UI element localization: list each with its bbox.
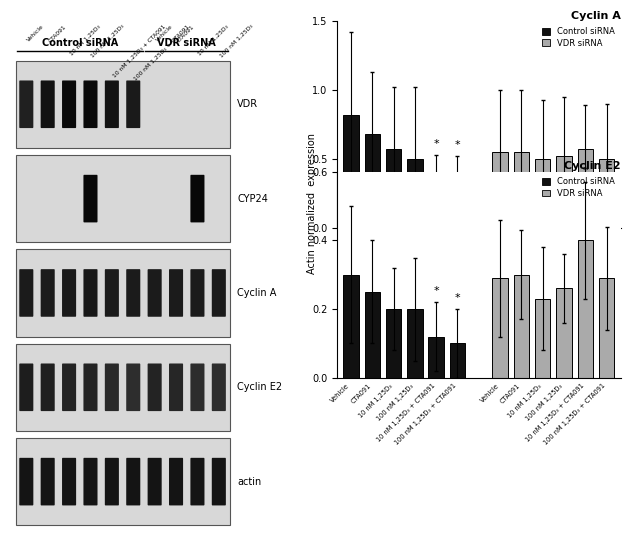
Text: Control siRNA: Control siRNA xyxy=(42,39,118,48)
FancyBboxPatch shape xyxy=(147,269,162,317)
FancyBboxPatch shape xyxy=(62,363,76,411)
Bar xyxy=(450,344,465,378)
Text: 10 nM 1,25D₃: 10 nM 1,25D₃ xyxy=(197,24,230,56)
Text: *: * xyxy=(433,139,439,148)
FancyBboxPatch shape xyxy=(41,269,55,317)
Bar xyxy=(599,278,614,378)
Text: CTA091: CTA091 xyxy=(48,24,67,43)
FancyBboxPatch shape xyxy=(16,438,229,525)
FancyBboxPatch shape xyxy=(16,155,229,242)
Bar xyxy=(556,288,572,378)
FancyBboxPatch shape xyxy=(83,458,98,505)
Bar xyxy=(343,115,358,228)
FancyBboxPatch shape xyxy=(169,269,183,317)
FancyBboxPatch shape xyxy=(147,363,162,411)
FancyBboxPatch shape xyxy=(190,458,205,505)
FancyBboxPatch shape xyxy=(41,363,55,411)
FancyBboxPatch shape xyxy=(126,80,140,128)
FancyBboxPatch shape xyxy=(62,458,76,505)
FancyBboxPatch shape xyxy=(105,458,119,505)
Bar xyxy=(535,299,551,378)
Bar xyxy=(407,309,423,378)
FancyBboxPatch shape xyxy=(212,363,226,411)
Bar xyxy=(428,182,444,228)
FancyBboxPatch shape xyxy=(126,458,140,505)
Text: *: * xyxy=(455,293,461,303)
FancyBboxPatch shape xyxy=(62,80,76,128)
Text: 10 nM 1,25D₃: 10 nM 1,25D₃ xyxy=(69,24,101,56)
Bar xyxy=(343,275,358,378)
Bar xyxy=(407,159,423,228)
Bar xyxy=(386,150,401,228)
FancyBboxPatch shape xyxy=(169,363,183,411)
Bar xyxy=(578,150,593,228)
Text: 100 nM 1,25D₃: 100 nM 1,25D₃ xyxy=(219,24,254,59)
Text: Cyclin E2: Cyclin E2 xyxy=(238,382,282,392)
FancyBboxPatch shape xyxy=(16,249,229,337)
FancyBboxPatch shape xyxy=(41,80,55,128)
Text: VDR: VDR xyxy=(238,99,258,109)
FancyBboxPatch shape xyxy=(212,269,226,317)
FancyBboxPatch shape xyxy=(16,344,229,431)
Bar xyxy=(386,309,401,378)
Text: Actin normalized  expression: Actin normalized expression xyxy=(307,133,317,274)
Bar xyxy=(450,195,465,228)
Bar xyxy=(365,134,380,228)
Text: *: * xyxy=(583,166,588,176)
Bar xyxy=(493,278,508,378)
Bar xyxy=(428,337,444,378)
FancyBboxPatch shape xyxy=(20,269,33,317)
FancyBboxPatch shape xyxy=(83,363,98,411)
Bar xyxy=(513,275,529,378)
Text: Cyclin A: Cyclin A xyxy=(238,288,277,298)
Text: Cyclin A: Cyclin A xyxy=(571,11,621,21)
Legend: Control siRNA, VDR siRNA: Control siRNA, VDR siRNA xyxy=(540,26,616,49)
FancyBboxPatch shape xyxy=(41,458,55,505)
Text: *: * xyxy=(455,140,461,150)
Text: actin: actin xyxy=(238,477,261,487)
Text: Vehicle: Vehicle xyxy=(154,24,173,43)
Text: Cyclin E2: Cyclin E2 xyxy=(564,161,621,171)
FancyBboxPatch shape xyxy=(126,363,140,411)
Text: CYP24: CYP24 xyxy=(238,193,268,204)
Bar xyxy=(365,292,380,378)
FancyBboxPatch shape xyxy=(83,80,98,128)
FancyBboxPatch shape xyxy=(105,269,119,317)
FancyBboxPatch shape xyxy=(169,458,183,505)
FancyBboxPatch shape xyxy=(190,269,205,317)
Text: 10 nM 1,25D₃ + CTA091: 10 nM 1,25D₃ + CTA091 xyxy=(112,24,167,79)
FancyBboxPatch shape xyxy=(190,363,205,411)
Text: CTA091: CTA091 xyxy=(176,24,196,43)
Text: *: * xyxy=(433,286,439,296)
Text: 100 nM 1,25D₃: 100 nM 1,25D₃ xyxy=(91,24,125,59)
FancyBboxPatch shape xyxy=(62,269,76,317)
FancyBboxPatch shape xyxy=(212,458,226,505)
FancyBboxPatch shape xyxy=(147,458,162,505)
FancyBboxPatch shape xyxy=(105,363,119,411)
FancyBboxPatch shape xyxy=(83,175,98,222)
Legend: Control siRNA, VDR siRNA: Control siRNA, VDR siRNA xyxy=(540,176,616,199)
Bar xyxy=(578,240,593,378)
FancyBboxPatch shape xyxy=(20,458,33,505)
Text: Vehicle: Vehicle xyxy=(26,24,45,43)
FancyBboxPatch shape xyxy=(20,80,33,128)
FancyBboxPatch shape xyxy=(16,61,229,148)
Bar xyxy=(556,157,572,228)
FancyBboxPatch shape xyxy=(83,269,98,317)
Bar xyxy=(513,152,529,228)
Text: VDR siRNA: VDR siRNA xyxy=(158,39,216,48)
Bar xyxy=(493,152,508,228)
FancyBboxPatch shape xyxy=(190,175,205,222)
FancyBboxPatch shape xyxy=(20,363,33,411)
Bar xyxy=(535,159,551,228)
Bar xyxy=(599,159,614,228)
FancyBboxPatch shape xyxy=(126,269,140,317)
FancyBboxPatch shape xyxy=(105,80,119,128)
Text: 100 nM 1,25D₃ + CTA091: 100 nM 1,25D₃ + CTA091 xyxy=(134,24,191,81)
